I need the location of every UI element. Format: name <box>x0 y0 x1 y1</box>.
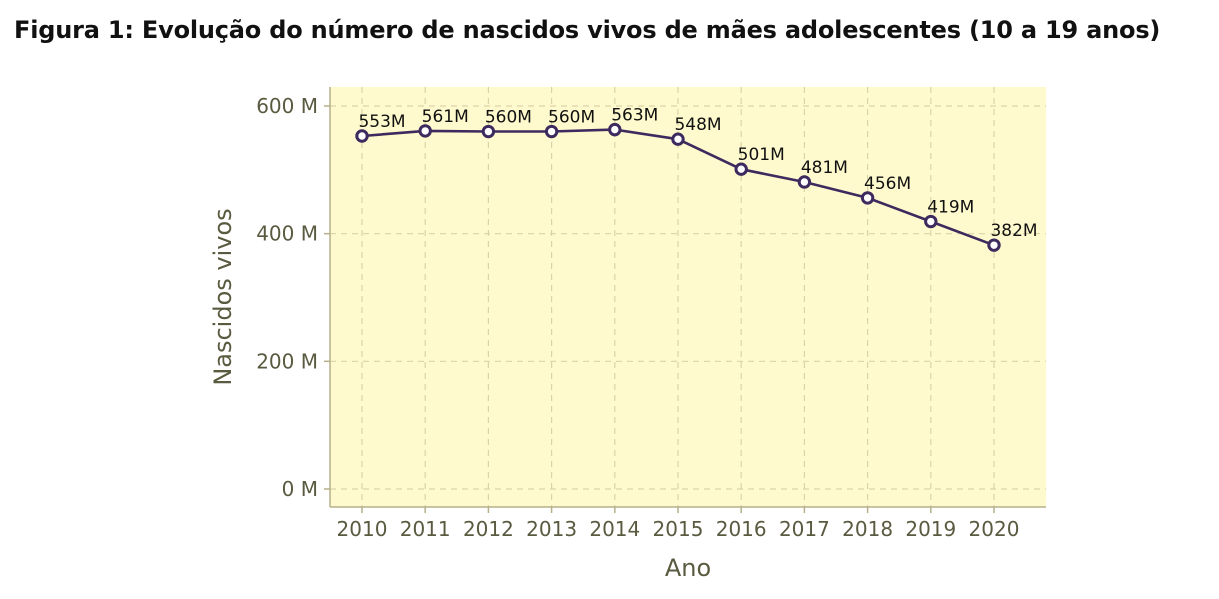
data-point <box>418 124 432 138</box>
x-tick-label: 2016 <box>716 517 767 541</box>
data-label: 560M <box>485 108 532 128</box>
data-point <box>355 129 369 143</box>
data-point <box>608 122 622 137</box>
y-tick-label: 600 M <box>256 94 318 118</box>
x-tick-label: 2015 <box>653 517 704 541</box>
data-label: 560M <box>548 108 595 128</box>
x-tick-label: 2011 <box>400 517 451 541</box>
x-tick-label: 2018 <box>842 517 893 541</box>
gridlines <box>330 87 1046 507</box>
data-point <box>987 238 1001 252</box>
x-axis-title: Ano <box>665 554 711 582</box>
data-label: 382M <box>990 221 1037 241</box>
data-label: 456M <box>864 174 911 194</box>
data-label: 553M <box>358 112 405 132</box>
data-point <box>544 124 559 139</box>
x-axis-ticks: 2010 2011 2012 2013 2014 2015 2016 2017 2018 2019… <box>337 507 1020 541</box>
data-point <box>797 175 812 189</box>
data-point <box>481 124 496 139</box>
y-axis-title: Nascidos vivos <box>209 208 237 385</box>
x-tick-label: 2020 <box>969 517 1020 541</box>
x-tick-label: 2017 <box>779 517 830 541</box>
data-point <box>734 162 748 176</box>
data-label: 501M <box>738 145 785 165</box>
y-axis-ticks: 0 M 200 M 400 M 600 M <box>256 94 330 501</box>
x-tick-label: 2019 <box>905 517 956 541</box>
figure-title: Figura 1: Evolução do número de nascidos… <box>14 16 1161 44</box>
x-tick-label: 2012 <box>463 517 514 541</box>
y-tick-label: 400 M <box>256 222 318 246</box>
plot-panel <box>330 87 1046 507</box>
data-label: 563M <box>611 106 658 126</box>
data-point <box>860 191 875 205</box>
data-label: 419M <box>927 198 974 218</box>
data-point <box>924 214 938 229</box>
data-markers <box>355 122 1001 252</box>
data-point <box>671 132 685 146</box>
y-tick-label: 200 M <box>256 349 318 373</box>
x-tick-label: 2014 <box>589 517 640 541</box>
data-labels: 553M 561M 560M 560M 563M 548M 501M 481M 456M 419M… <box>358 106 1037 242</box>
x-tick-label: 2010 <box>337 517 388 541</box>
data-label: 561M <box>422 107 469 127</box>
y-tick-label: 0 M <box>282 477 318 501</box>
data-label: 481M <box>801 158 848 178</box>
x-tick-label: 2013 <box>526 517 577 541</box>
data-label: 548M <box>674 115 721 135</box>
